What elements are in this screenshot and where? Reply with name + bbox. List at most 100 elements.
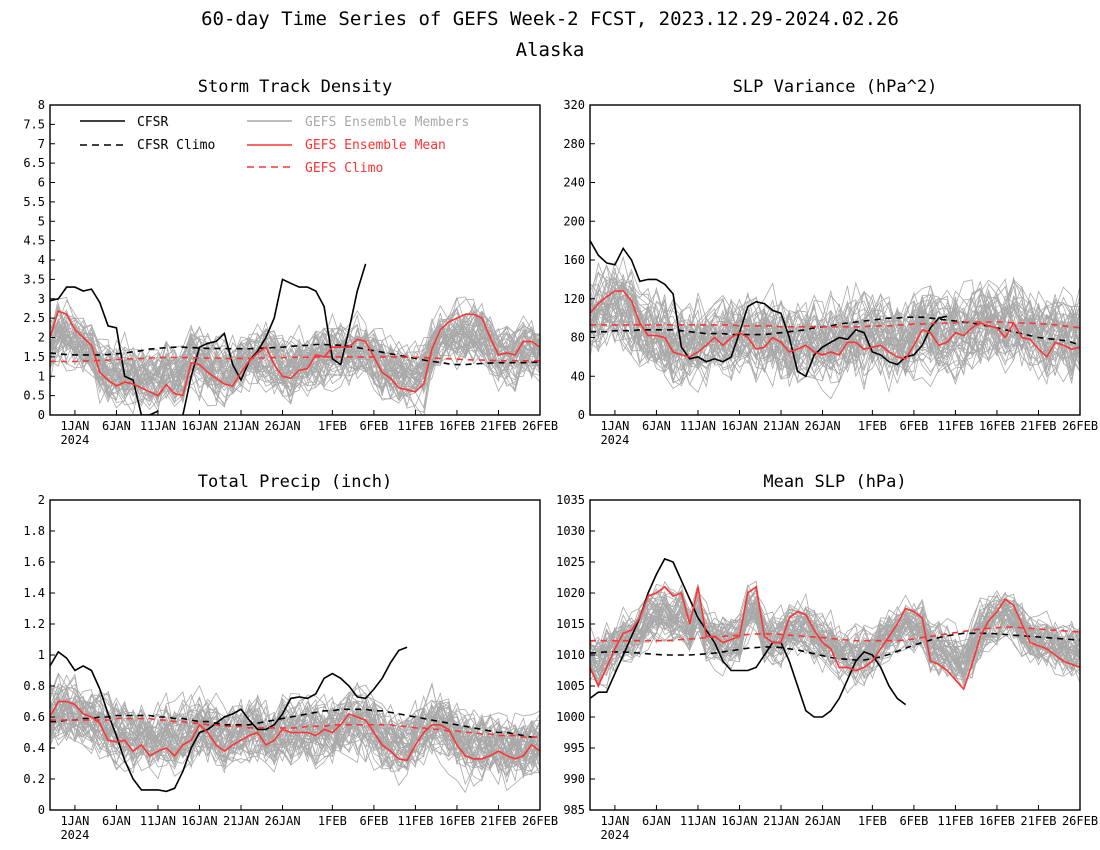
- panel-mean-slp: Mean SLP (hPa) 985 990 995 1000 1005 1010 1015 1…: [556, 472, 1098, 842]
- y-tick-label: 1.8: [23, 524, 45, 538]
- y-tick-label: 4: [38, 253, 45, 267]
- y-tick-label: 2: [38, 331, 45, 345]
- x-tick-label: 21FEB: [480, 419, 516, 433]
- series-line-gefs-climo: [590, 321, 1080, 329]
- x-tick-label: 1JAN: [60, 419, 89, 433]
- panel-title: Total Precip (inch): [198, 472, 392, 492]
- ensemble-member-line: [50, 683, 540, 778]
- x-tick-label: 6FEB: [899, 419, 928, 433]
- x-tick-label: 26JAN: [804, 814, 840, 828]
- x-tick-label: 21JAN: [223, 814, 259, 828]
- x-tick-label: 11JAN: [680, 419, 716, 433]
- series-line-cfsr: [590, 240, 948, 378]
- y-tick-label: 1000: [556, 710, 585, 724]
- ensemble-member-line: [590, 600, 1080, 677]
- x-tick-label: 1JAN: [600, 419, 629, 433]
- panel-title: Mean SLP (hPa): [763, 472, 906, 492]
- x-tick-label: 6FEB: [899, 814, 928, 828]
- ensemble-member-line: [590, 285, 1080, 400]
- y-tick-label: 120: [563, 292, 585, 306]
- ensemble-member-line: [590, 301, 1080, 377]
- series-line-cfsr-climo: [590, 316, 1080, 347]
- y-tick-label: 6: [38, 176, 45, 190]
- x-tick-label: 26FEB: [522, 814, 558, 828]
- y-tick-label: 280: [563, 137, 585, 151]
- y-tick-label: 7.5: [23, 117, 45, 131]
- y-tick-label: 2.5: [23, 311, 45, 325]
- ensemble-member-line: [590, 598, 1080, 666]
- panel-total-precip: Total Precip (inch) 0 0.2 0.4 0.6 0.8 1 1.2 1.4 1…: [23, 472, 558, 842]
- x-tick-label: 16JAN: [181, 419, 217, 433]
- y-tick-label: 0.8: [23, 679, 45, 693]
- series-line-cfsr-climo: [50, 343, 540, 366]
- y-tick-label: 0: [38, 408, 45, 422]
- x-tick-label: 16JAN: [721, 814, 757, 828]
- x-tick-label: 6JAN: [642, 419, 671, 433]
- x-tick-label: 11FEB: [397, 419, 433, 433]
- plot-lines: [590, 240, 1080, 400]
- x-tick-label: 1JAN: [60, 814, 89, 828]
- ensemble-member-line: [590, 283, 1080, 384]
- x-tick-label: 6FEB: [359, 814, 388, 828]
- plot-lines: [50, 263, 540, 415]
- legend-label-cfsr-climo: CFSR Climo: [137, 138, 215, 153]
- series-line-gefs-climo: [50, 356, 540, 363]
- x-tick-label: 16JAN: [181, 814, 217, 828]
- y-tick-label: 160: [563, 253, 585, 267]
- panel-slp-variance: SLP Variance (hPa^2) 0 40 80 120 160 200 240 280…: [563, 77, 1098, 447]
- ensemble-member-line: [50, 330, 540, 409]
- x-tick-label: 16FEB: [979, 419, 1015, 433]
- series-line-cfsr-climo: [50, 708, 540, 738]
- x-tick-label: 26FEB: [522, 419, 558, 433]
- x-tick-label: 6FEB: [359, 419, 388, 433]
- x-tick-label: 21FEB: [1020, 419, 1056, 433]
- y-tick-label: 1010: [556, 648, 585, 662]
- x-tick-label: 6JAN: [642, 814, 671, 828]
- legend-label-cfsr: CFSR: [137, 115, 168, 130]
- series-line-cfsr: [50, 286, 159, 415]
- panel-storm-track-density: Storm Track Density 0 0.5 1 1.5 2 2.5 3 3.5 4 4.5 5…: [23, 77, 558, 447]
- plot-lines: [590, 557, 1080, 718]
- x-tick-label: 21JAN: [763, 419, 799, 433]
- ensemble-member-line: [590, 596, 1080, 678]
- y-tick-label: 1.5: [23, 350, 45, 364]
- y-tick-label: 3.5: [23, 272, 45, 286]
- x-tick-label: 26JAN: [264, 419, 300, 433]
- ensemble-member-line: [590, 588, 1080, 681]
- x-tick-label: 11FEB: [937, 419, 973, 433]
- series-line-gefs-ensemble-mean: [590, 585, 1080, 691]
- y-tick-label: 1.6: [23, 555, 45, 569]
- y-tick-label: 1025: [556, 555, 585, 569]
- x-tick-label: 1FEB: [858, 419, 887, 433]
- ensemble-member-line: [50, 308, 540, 405]
- x-tick-label: 21JAN: [763, 814, 799, 828]
- ensemble-member-line: [50, 685, 540, 779]
- x-tick-label: 11JAN: [140, 419, 176, 433]
- x-year-label: 2024: [600, 433, 629, 447]
- ensemble-member-line: [50, 313, 540, 395]
- y-tick-label: 0.5: [23, 389, 45, 403]
- series-line-cfsr: [182, 263, 367, 415]
- series-line-gefs-ensemble-mean: [50, 310, 540, 397]
- y-tick-label: 5.5: [23, 195, 45, 209]
- ensemble-member-line: [590, 588, 1080, 685]
- ensemble-member-line: [50, 312, 540, 402]
- series-line-gefs-climo: [50, 717, 540, 738]
- x-tick-label: 16FEB: [439, 814, 475, 828]
- ensemble-member-line: [590, 602, 1080, 681]
- x-tick-label: 16JAN: [721, 419, 757, 433]
- y-tick-label: 320: [563, 98, 585, 112]
- y-tick-label: 200: [563, 214, 585, 228]
- y-tick-label: 2: [38, 493, 45, 507]
- y-tick-label: 1015: [556, 617, 585, 631]
- ensemble-member-line: [50, 311, 540, 397]
- ensemble-member-line: [590, 588, 1080, 673]
- y-tick-label: 1: [38, 369, 45, 383]
- x-tick-label: 11JAN: [680, 814, 716, 828]
- x-tick-label: 26JAN: [264, 814, 300, 828]
- x-tick-label: 1JAN: [600, 814, 629, 828]
- ensemble-member-line: [590, 281, 1080, 380]
- x-year-label: 2024: [60, 433, 89, 447]
- y-tick-label: 6.5: [23, 156, 45, 170]
